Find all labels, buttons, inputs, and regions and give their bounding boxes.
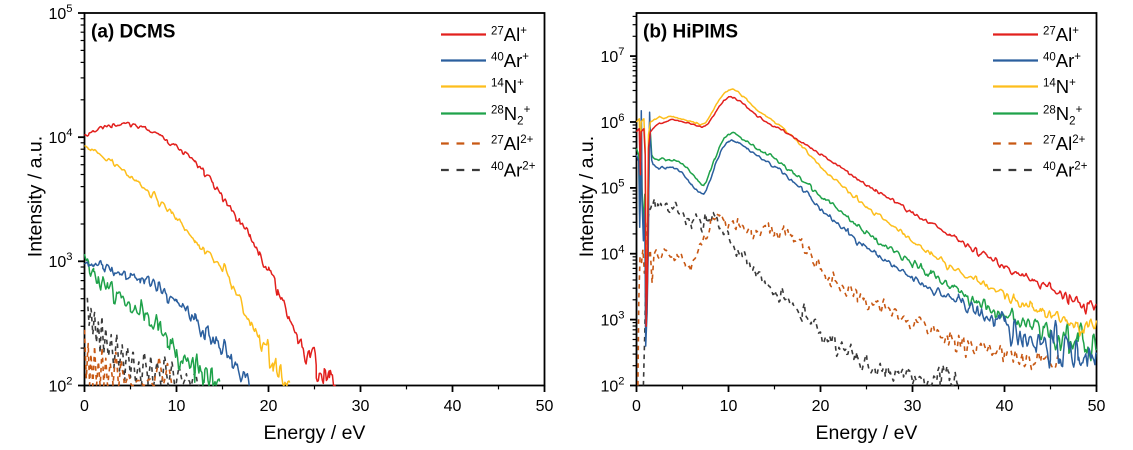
svg-text:Energy / eV: Energy / eV [264,422,366,444]
svg-text:10: 10 [168,398,186,415]
svg-text:Intensity / a.u.: Intensity / a.u. [576,136,598,257]
svg-text:50: 50 [1088,398,1106,415]
svg-text:40Ar2+: 40Ar2+ [1043,159,1088,180]
svg-text:(b) HiPIMS: (b) HiPIMS [643,22,738,43]
svg-text:14N+: 14N+ [491,76,524,97]
svg-text:Energy / eV: Energy / eV [816,422,918,444]
svg-text:30: 30 [904,398,922,415]
svg-text:40: 40 [444,398,462,415]
svg-text:30: 30 [352,398,370,415]
svg-text:(a) DCMS: (a) DCMS [91,22,175,43]
svg-text:27Al+: 27Al+ [1043,24,1079,45]
svg-text:0: 0 [80,398,89,415]
svg-text:20: 20 [260,398,278,415]
svg-text:50: 50 [536,398,554,415]
svg-text:27Al2+: 27Al2+ [491,133,534,154]
svg-text:27Al2+: 27Al2+ [1043,133,1086,154]
svg-text:0: 0 [632,398,641,415]
svg-text:28N2+: 28N2+ [491,103,531,128]
svg-text:20: 20 [812,398,830,415]
svg-text:Intensity / a.u.: Intensity / a.u. [25,136,47,257]
svg-text:40: 40 [996,398,1014,415]
svg-text:27Al+: 27Al+ [491,24,527,45]
svg-text:10: 10 [720,398,738,415]
svg-text:14N+: 14N+ [1043,76,1076,97]
svg-text:40Ar2+: 40Ar2+ [491,159,536,180]
svg-text:40Ar+: 40Ar+ [1043,50,1081,71]
svg-text:28N2+: 28N2+ [1043,103,1083,128]
svg-text:40Ar+: 40Ar+ [491,50,529,71]
